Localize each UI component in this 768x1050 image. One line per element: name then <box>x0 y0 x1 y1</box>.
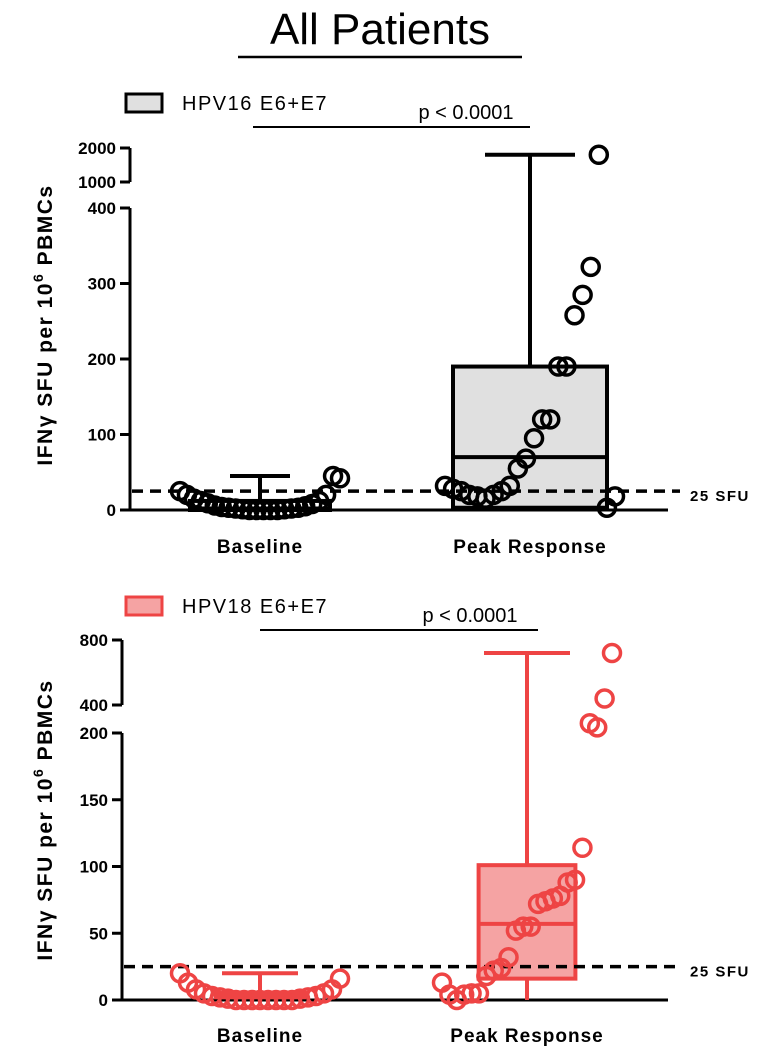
y-tick-label: 100 <box>80 858 108 877</box>
y-tick-label: 0 <box>107 501 116 520</box>
data-point <box>572 284 593 306</box>
y-tick-label: 0 <box>99 991 108 1010</box>
significance-label: p < 0.0001 <box>422 605 517 627</box>
data-point <box>453 984 475 1005</box>
data-point <box>580 256 601 278</box>
panel-hpv18: HPV18 E6+E7 IFNγ SFU per 106 PBMCs 0 50 100 1… <box>30 595 750 1047</box>
legend-swatch <box>124 92 164 114</box>
data-point <box>239 499 260 521</box>
y-axis-label-tail: PBMCs <box>34 184 57 272</box>
reference-line-label: 25 SFU <box>690 964 750 981</box>
data-point <box>329 968 351 989</box>
data-point <box>468 983 490 1004</box>
data-point <box>564 869 586 891</box>
data-point <box>523 428 545 449</box>
y-tick-label: 200 <box>88 350 116 369</box>
legend-label: HPV16 E6+E7 <box>182 93 328 115</box>
data-point <box>461 983 482 1004</box>
legend-swatch <box>124 595 164 617</box>
data-point <box>572 837 593 859</box>
data-point <box>329 468 351 489</box>
y-tick-label: 100 <box>88 426 116 445</box>
box-iqr <box>451 364 609 510</box>
data-point <box>232 498 253 520</box>
y-axis-label-exponent: 6 <box>30 768 46 777</box>
data-point <box>499 475 521 497</box>
x-category-label: Peak Response <box>453 537 606 558</box>
data-point <box>531 409 553 430</box>
y-axis-label-tail: PBMCs <box>34 679 57 767</box>
data-point <box>315 484 337 506</box>
data-point <box>515 448 537 469</box>
data-point <box>548 356 569 377</box>
data-point <box>520 916 541 937</box>
data-point <box>564 304 585 326</box>
data-point <box>539 409 561 430</box>
x-category-label: Baseline <box>217 537 303 558</box>
x-category-label: Peak Response <box>450 1026 603 1047</box>
significance-label: p < 0.0001 <box>418 102 513 124</box>
reference-line-label: 25 SFU <box>690 488 750 505</box>
legend-label: HPV18 E6+E7 <box>182 596 328 618</box>
y-axis-label: IFNγ SFU per 106 PBMCs <box>30 679 57 960</box>
x-category-label: Baseline <box>217 1026 303 1047</box>
figure-title: All Patients <box>270 5 490 54</box>
data-point <box>586 717 608 738</box>
data-point <box>601 642 623 664</box>
y-axis-label-exponent: 6 <box>30 273 46 282</box>
data-point <box>260 499 281 521</box>
data-point <box>604 486 626 507</box>
y-axis-label-main: IFNγ SFU per 10 <box>34 777 57 961</box>
y-tick-label: 800 <box>80 631 108 650</box>
y-tick-label: 400 <box>88 199 116 218</box>
data-point <box>211 496 232 518</box>
y-tick-label: 2000 <box>78 139 116 158</box>
y-tick-label: 400 <box>80 696 108 715</box>
y-axis-label: IFNγ SFU per 106 PBMCs <box>30 184 57 465</box>
data-point <box>594 688 615 709</box>
y-tick-label: 50 <box>89 924 108 943</box>
data-point <box>274 498 295 520</box>
y-tick-label: 1000 <box>78 173 116 192</box>
y-axis-label-main: IFNγ SFU per 10 <box>34 282 57 466</box>
data-point <box>513 916 534 937</box>
panel-hpv16: HPV16 E6+E7 IFNγ SFU per 106 PBMCs 0 100 200… <box>30 92 750 558</box>
data-point <box>253 499 274 521</box>
y-tick-label: 200 <box>80 724 108 743</box>
y-tick-label: 150 <box>80 791 108 810</box>
y-tick-label: 300 <box>88 275 116 294</box>
box-iqr <box>476 863 578 981</box>
data-point <box>556 356 577 377</box>
data-point <box>218 497 239 518</box>
data-point <box>225 498 246 519</box>
data-point <box>246 499 267 521</box>
data-point <box>498 947 519 968</box>
data-point <box>267 499 288 521</box>
data-point <box>588 144 610 166</box>
data-point <box>281 498 302 519</box>
